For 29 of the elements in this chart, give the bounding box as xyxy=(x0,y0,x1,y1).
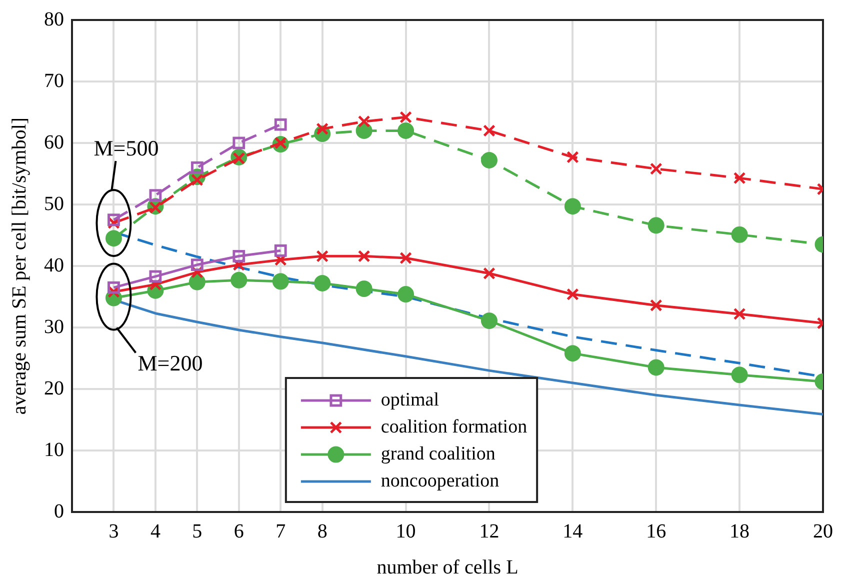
y-tick-label: 70 xyxy=(44,70,64,92)
y-tick-label: 50 xyxy=(44,192,64,215)
y-tick-label: 0 xyxy=(54,500,64,522)
y-tick-label: 20 xyxy=(44,377,64,400)
x-tick-label: 8 xyxy=(317,520,328,542)
x-tick-label: 20 xyxy=(813,520,833,542)
x-tick-label: 6 xyxy=(234,520,244,542)
x-tick-label: 7 xyxy=(276,520,286,542)
annotation: M=500 xyxy=(94,136,159,161)
x-tick-label: 12 xyxy=(479,520,500,542)
legend-label: grand coalition xyxy=(380,443,496,464)
legend-label: coalition formation xyxy=(380,416,528,438)
x-tick-label: 16 xyxy=(646,520,666,542)
legend-label: optimal xyxy=(380,389,439,410)
y-tick-label: 60 xyxy=(44,131,64,154)
x-tick-label: 14 xyxy=(562,520,583,542)
y-tick-label: 10 xyxy=(44,438,64,461)
x-tick-label: 18 xyxy=(730,520,750,542)
x-tick-label: 5 xyxy=(192,520,202,542)
x-tick-label: 3 xyxy=(108,520,119,542)
y-axis-title: average sum SE per cell [bit/symbol] xyxy=(8,117,30,415)
x-axis-title: number of cells L xyxy=(376,556,518,578)
x-tick-label: 4 xyxy=(150,520,160,542)
y-tick-label: 40 xyxy=(44,254,64,276)
y-tick-label: 80 xyxy=(44,8,64,30)
x-tick-label: 10 xyxy=(396,520,416,542)
y-tick-label: 30 xyxy=(44,316,64,338)
annotation: M=200 xyxy=(138,350,203,376)
legend-label: noncooperation xyxy=(380,470,500,492)
